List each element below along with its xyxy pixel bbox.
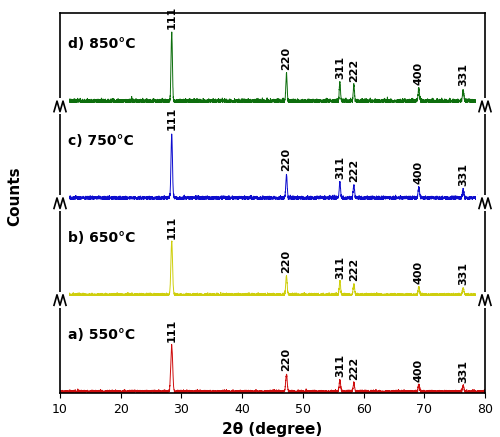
Text: 311: 311 bbox=[335, 256, 345, 279]
Text: 400: 400 bbox=[414, 61, 424, 84]
Text: 222: 222 bbox=[349, 159, 359, 182]
Text: d) 850°C: d) 850°C bbox=[68, 38, 136, 52]
Text: 331: 331 bbox=[458, 163, 468, 186]
Text: 331: 331 bbox=[458, 63, 468, 86]
Text: 222: 222 bbox=[349, 59, 359, 82]
Text: 331: 331 bbox=[458, 262, 468, 285]
Text: 311: 311 bbox=[335, 354, 345, 378]
Text: c) 750°C: c) 750°C bbox=[68, 134, 134, 148]
Text: 220: 220 bbox=[282, 250, 292, 273]
Text: 111: 111 bbox=[166, 107, 176, 131]
Text: 111: 111 bbox=[166, 215, 176, 239]
Text: 222: 222 bbox=[349, 258, 359, 281]
Text: 220: 220 bbox=[282, 47, 292, 70]
Text: 220: 220 bbox=[282, 348, 292, 371]
Text: b) 650°C: b) 650°C bbox=[68, 231, 136, 245]
Text: 111: 111 bbox=[166, 318, 176, 342]
Text: 400: 400 bbox=[414, 261, 424, 284]
Text: 311: 311 bbox=[335, 55, 345, 79]
Text: 311: 311 bbox=[335, 156, 345, 179]
Text: 220: 220 bbox=[282, 147, 292, 170]
Text: Counts: Counts bbox=[8, 167, 22, 226]
Text: 400: 400 bbox=[414, 161, 424, 184]
Text: 331: 331 bbox=[458, 360, 468, 382]
Text: a) 550°C: a) 550°C bbox=[68, 328, 136, 342]
Text: 222: 222 bbox=[349, 357, 359, 380]
Text: 111: 111 bbox=[166, 6, 176, 29]
X-axis label: 2θ (degree): 2θ (degree) bbox=[222, 422, 322, 437]
Text: 400: 400 bbox=[414, 359, 424, 382]
